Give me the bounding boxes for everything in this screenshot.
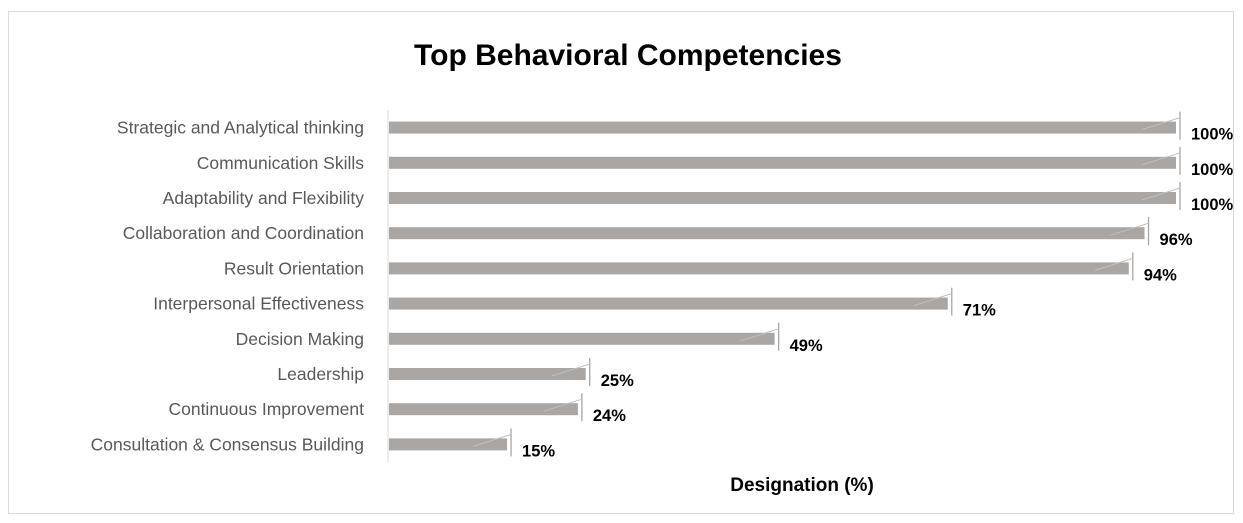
data-label-3: 100% bbox=[1191, 196, 1234, 214]
bar-end-accent-4 bbox=[1110, 222, 1149, 236]
category-label-1: Strategic and Analytical thinking bbox=[117, 118, 364, 138]
data-label-4: 96% bbox=[1160, 231, 1193, 249]
bar-end-accent-1 bbox=[1141, 117, 1181, 131]
bar-5 bbox=[389, 262, 1129, 275]
category-label-6: Interpersonal Effectiveness bbox=[153, 294, 364, 314]
bar-end-accent-8 bbox=[551, 363, 590, 377]
bar-end-accent-6 bbox=[913, 293, 952, 307]
data-label-2: 100% bbox=[1191, 161, 1234, 179]
x-axis-title: Designation (%) bbox=[730, 475, 874, 496]
category-labels: Strategic and Analytical thinking Communi… bbox=[91, 118, 365, 455]
data-label-10: 15% bbox=[522, 442, 555, 460]
bar-6 bbox=[389, 297, 948, 310]
bar-end-accent-10 bbox=[472, 433, 512, 447]
bar-4 bbox=[389, 227, 1145, 240]
bar-10 bbox=[389, 438, 508, 451]
category-label-2: Communication Skills bbox=[197, 153, 365, 173]
bar-end-accent-5 bbox=[1094, 257, 1133, 271]
bar-8 bbox=[389, 368, 586, 380]
bar-3 bbox=[389, 192, 1176, 204]
data-label-7: 49% bbox=[790, 337, 823, 355]
bar-1 bbox=[389, 121, 1176, 134]
bar-end-accent-3 bbox=[1141, 187, 1181, 201]
category-label-8: Leadership bbox=[277, 364, 364, 384]
bar-end-accent-7 bbox=[740, 328, 779, 342]
category-label-3: Adaptability and Flexibility bbox=[163, 188, 365, 208]
data-label-8: 25% bbox=[601, 372, 634, 390]
bar-end-accent-9 bbox=[543, 398, 583, 412]
data-label-1: 100% bbox=[1191, 126, 1234, 144]
bar-end-accent-2 bbox=[1141, 152, 1181, 166]
data-label-6: 71% bbox=[963, 302, 996, 320]
data-label-5: 94% bbox=[1144, 266, 1177, 284]
data-labels: 100% 100% 100% 96% 94% 71% 49% 25% 24% 15% bbox=[522, 126, 1233, 461]
bar-2 bbox=[389, 156, 1176, 169]
category-label-10: Consultation & Consensus Building bbox=[91, 434, 364, 454]
chart-title: Top Behavioral Competencies bbox=[414, 39, 842, 72]
bar-7 bbox=[389, 332, 775, 345]
category-label-7: Decision Making bbox=[236, 329, 364, 349]
bars-group bbox=[389, 111, 1181, 457]
data-label-9: 24% bbox=[593, 407, 626, 425]
category-label-9: Continuous Improvement bbox=[168, 399, 364, 419]
category-label-5: Result Orientation bbox=[224, 258, 364, 278]
bar-9 bbox=[389, 403, 578, 416]
category-label-4: Collaboration and Coordination bbox=[123, 223, 364, 243]
